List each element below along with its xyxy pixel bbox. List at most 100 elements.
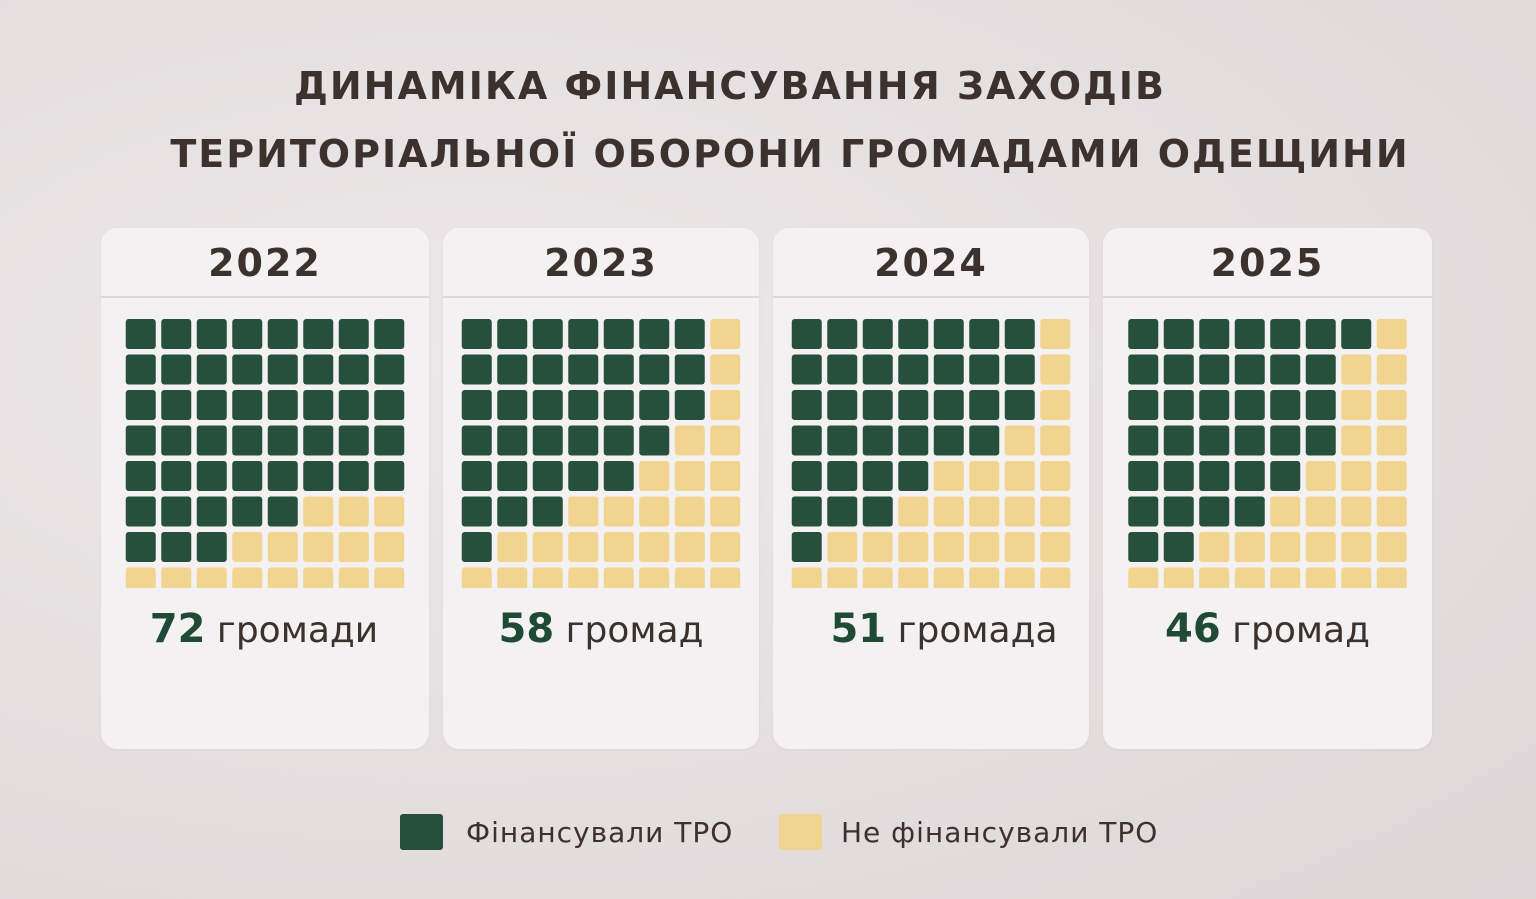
waffle-cell-not-funded (933, 532, 964, 562)
waffle-cell-funded (1270, 319, 1301, 349)
panel-count-unit: громад (1232, 610, 1371, 651)
waffle-cell-not-funded (674, 425, 705, 456)
waffle-cell-funded (969, 390, 1000, 420)
waffle-cell-not-funded (710, 425, 741, 456)
panel-year: 2022 (101, 228, 429, 298)
waffle-cell-funded (791, 319, 822, 349)
waffle-cell-funded (338, 319, 369, 349)
waffle-cell-funded (196, 354, 227, 385)
waffle-cell-not-funded (1305, 532, 1336, 562)
waffle-cell-funded (497, 390, 528, 420)
panel-count-number: 58 (498, 606, 555, 652)
waffle-cell-funded (1305, 425, 1336, 456)
waffle-cell-funded (933, 319, 964, 349)
waffle-cell-funded (161, 461, 192, 491)
waffle-cell-not-funded (303, 567, 334, 588)
waffle-cell-funded (267, 354, 298, 385)
waffle-cell-funded (196, 390, 227, 420)
waffle-cell-funded (568, 425, 599, 456)
waffle-cell-not-funded (898, 496, 929, 527)
waffle-cell-funded (267, 461, 298, 491)
waffle-cell-funded (1199, 425, 1230, 456)
waffle-cell-not-funded (1234, 567, 1265, 588)
waffle-cell-funded (161, 496, 192, 527)
waffle-cell-not-funded (1305, 461, 1336, 491)
waffle-cell-funded (267, 496, 298, 527)
waffle-cell-not-funded (568, 532, 599, 562)
waffle-cell-funded (461, 461, 492, 491)
waffle-cell-funded (1128, 425, 1159, 456)
waffle-cell-not-funded (1376, 461, 1407, 491)
waffle-cell-not-funded (710, 567, 741, 588)
waffle-cell-funded (125, 461, 156, 491)
waffle-cell-not-funded (674, 496, 705, 527)
waffle-cell-funded (1163, 461, 1194, 491)
panel-count-label: 51 громада (799, 606, 1089, 652)
waffle-cell-funded (791, 532, 822, 562)
waffle-cell-not-funded (1128, 567, 1159, 588)
waffle-cell-funded (303, 390, 334, 420)
waffle-cell-not-funded (1341, 461, 1372, 491)
waffle-cell-not-funded (1270, 532, 1301, 562)
waffle-cell-funded (1270, 354, 1301, 385)
waffle-cell-funded (532, 461, 563, 491)
waffle-cell-funded (898, 461, 929, 491)
waffle-cell-funded (1234, 461, 1265, 491)
waffle-cell-not-funded (1376, 319, 1407, 349)
waffle-cell-funded (862, 354, 893, 385)
waffle-cell-funded (374, 390, 405, 420)
panel-count-number: 72 (149, 606, 206, 652)
waffle-cell-not-funded (898, 567, 929, 588)
waffle-cell-funded (603, 461, 634, 491)
waffle-cell-funded (639, 319, 670, 349)
waffle-cell-funded (374, 461, 405, 491)
waffle-cell-not-funded (969, 496, 1000, 527)
waffle-cell-funded (497, 354, 528, 385)
waffle-cell-funded (196, 425, 227, 456)
panel-2025: 2025 46 громад (1103, 228, 1432, 749)
waffle-cell-funded (338, 425, 369, 456)
waffle-cell-funded (1128, 461, 1159, 491)
legend-label-funded: Фінансували ТРО (466, 816, 734, 849)
waffle-cell-funded (639, 354, 670, 385)
waffle-cell-funded (1305, 354, 1336, 385)
waffle-cell-funded (1128, 532, 1159, 562)
waffle-cell-not-funded (969, 567, 1000, 588)
waffle-cell-not-funded (568, 496, 599, 527)
waffle-cell-not-funded (862, 567, 893, 588)
waffle-cell-funded (461, 425, 492, 456)
waffle-cell-not-funded (1341, 390, 1372, 420)
waffle-cell-funded (532, 496, 563, 527)
waffle-cell-not-funded (1004, 425, 1035, 456)
waffle-cell-not-funded (710, 532, 741, 562)
waffle-cell-not-funded (1376, 390, 1407, 420)
waffle-cell-funded (791, 496, 822, 527)
waffle-cell-not-funded (461, 567, 492, 588)
waffle-cell-funded (196, 532, 227, 562)
waffle-cell-funded (338, 354, 369, 385)
waffle-cell-funded (532, 390, 563, 420)
panel-count-unit: громад (565, 610, 704, 651)
waffle-cell-not-funded (1341, 496, 1372, 527)
waffle-cell-not-funded (532, 567, 563, 588)
waffle-cell-not-funded (1270, 496, 1301, 527)
waffle-cell-not-funded (639, 567, 670, 588)
waffle-cell-not-funded (1341, 425, 1372, 456)
waffle-cell-funded (969, 425, 1000, 456)
waffle-cell-not-funded (497, 532, 528, 562)
waffle-cell-not-funded (1199, 532, 1230, 562)
waffle-cell-funded (862, 390, 893, 420)
waffle-cell-funded (1128, 496, 1159, 527)
waffle-cell-funded (125, 425, 156, 456)
chart-title-line-1: ДИНАМІКА ФІНАНСУВАННЯ ЗАХОДІВ (294, 64, 1166, 108)
waffle-cell-not-funded (1163, 567, 1194, 588)
panel-count-label: 58 громад (443, 606, 759, 652)
waffle-cell-funded (603, 425, 634, 456)
waffle-cell-funded (338, 390, 369, 420)
waffle-cell-funded (303, 461, 334, 491)
waffle-cell-funded (1270, 425, 1301, 456)
waffle-cell-funded (532, 425, 563, 456)
waffle-cell-funded (568, 319, 599, 349)
waffle-cell-not-funded (303, 496, 334, 527)
waffle-cell-funded (1234, 496, 1265, 527)
